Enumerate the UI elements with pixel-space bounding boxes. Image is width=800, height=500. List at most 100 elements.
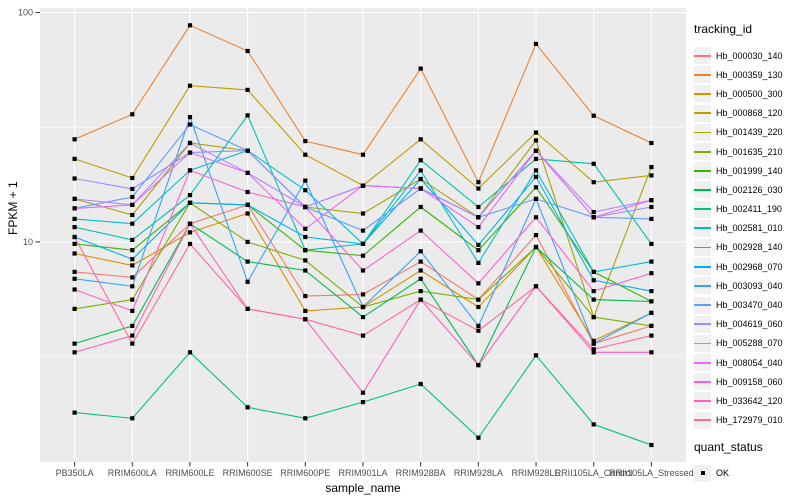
data-point bbox=[476, 323, 481, 328]
legend-item-Hb_000868_120: Hb_000868_120 bbox=[694, 104, 800, 123]
x-tick-label: RRIM600LE bbox=[165, 468, 214, 478]
data-point bbox=[130, 186, 135, 192]
data-point bbox=[72, 410, 77, 415]
data-point bbox=[130, 284, 135, 289]
data-point bbox=[649, 204, 654, 210]
legend-key-line-icon bbox=[694, 47, 711, 65]
legend-item-Hb_000500_300: Hb_000500_300 bbox=[694, 84, 800, 103]
data-point bbox=[187, 168, 193, 173]
data-point bbox=[187, 150, 193, 155]
data-point bbox=[130, 202, 135, 207]
legend-key-line-icon bbox=[694, 354, 711, 372]
data-point bbox=[303, 268, 308, 273]
data-point bbox=[476, 248, 481, 253]
data-point bbox=[130, 194, 135, 200]
legend-key-line-icon bbox=[694, 104, 711, 122]
data-point bbox=[591, 297, 596, 302]
data-point bbox=[245, 48, 250, 54]
data-point bbox=[130, 248, 135, 253]
data-point bbox=[130, 257, 135, 262]
x-tick-label: RRIM928BA bbox=[396, 468, 446, 478]
legend-key-line-icon bbox=[694, 66, 711, 84]
data-point bbox=[72, 287, 77, 292]
data-point bbox=[476, 242, 481, 247]
legend-item-Hb_033642_120: Hb_033642_120 bbox=[694, 391, 800, 410]
quant-ok-key-icon bbox=[694, 464, 711, 482]
data-point bbox=[649, 140, 654, 146]
legend-item-Hb_002581_010: Hb_002581_010 bbox=[694, 219, 800, 238]
data-point bbox=[130, 237, 135, 242]
data-point bbox=[591, 338, 596, 343]
data-point bbox=[591, 289, 596, 294]
data-point bbox=[303, 416, 308, 421]
data-point bbox=[533, 244, 539, 250]
data-point bbox=[130, 341, 135, 346]
data-point bbox=[360, 268, 366, 273]
legend-key-line-icon bbox=[694, 123, 711, 141]
data-point bbox=[72, 306, 77, 311]
x-tick-label: RRII105LA_Control bbox=[555, 468, 633, 478]
legend-item-Hb_001635_210: Hb_001635_210 bbox=[694, 142, 800, 161]
data-point bbox=[418, 289, 423, 294]
legend-item-Hb_002968_070: Hb_002968_070 bbox=[694, 257, 800, 276]
legend-key-line-icon bbox=[694, 296, 711, 314]
legend-tracking-rows: Hb_000030_140 Hb_000359_130 Hb_000500_300 H… bbox=[694, 46, 800, 430]
data-point bbox=[533, 174, 539, 179]
data-point bbox=[303, 317, 308, 322]
legend-item-Hb_003470_040: Hb_003470_040 bbox=[694, 295, 800, 314]
data-point bbox=[72, 276, 77, 281]
data-point bbox=[418, 204, 423, 210]
data-point bbox=[533, 353, 539, 358]
data-point bbox=[360, 152, 366, 157]
x-tick-label: RRIM600PE bbox=[280, 468, 330, 478]
data-point bbox=[360, 211, 366, 216]
data-point bbox=[245, 306, 250, 311]
data-point bbox=[649, 299, 654, 304]
legend-item-Hb_003093_040: Hb_003093_040 bbox=[694, 276, 800, 295]
x-axis-title: sample_name bbox=[325, 481, 401, 495]
legend-item-Hb_004619_060: Hb_004619_060 bbox=[694, 315, 800, 334]
data-point bbox=[187, 200, 193, 205]
data-point bbox=[418, 259, 423, 264]
data-point bbox=[649, 165, 654, 170]
data-point bbox=[187, 23, 193, 28]
data-point bbox=[187, 122, 193, 127]
data-point bbox=[303, 308, 308, 313]
data-point bbox=[476, 204, 481, 210]
legend-item-Hb_002126_030: Hb_002126_030 bbox=[694, 180, 800, 199]
data-point bbox=[72, 206, 77, 211]
data-point bbox=[591, 278, 596, 283]
data-point bbox=[533, 41, 539, 46]
data-point bbox=[187, 221, 193, 226]
legend-item-Hb_000359_130: Hb_000359_130 bbox=[694, 65, 800, 84]
data-point bbox=[245, 405, 250, 410]
legend-item-Hb_000030_140: Hb_000030_140 bbox=[694, 46, 800, 65]
data-point bbox=[476, 297, 481, 302]
data-point bbox=[418, 66, 423, 71]
data-point bbox=[245, 259, 250, 264]
legend-item-label: Hb_002928_140 bbox=[716, 242, 783, 253]
data-point bbox=[418, 297, 423, 302]
data-point bbox=[303, 226, 308, 231]
data-point bbox=[418, 176, 423, 182]
legend-key-line-icon bbox=[694, 373, 711, 391]
data-point bbox=[591, 180, 596, 185]
data-point bbox=[649, 241, 654, 246]
data-point bbox=[476, 435, 481, 440]
data-point bbox=[649, 442, 654, 448]
legend-item-label: Hb_000500_300 bbox=[716, 88, 783, 99]
x-tick-label: RRII105LA_Stressed bbox=[609, 468, 694, 478]
data-point bbox=[130, 323, 135, 328]
data-point bbox=[418, 158, 423, 163]
data-point bbox=[303, 178, 308, 183]
legend-item-Hb_009158_060: Hb_009158_060 bbox=[694, 372, 800, 391]
data-point bbox=[649, 350, 654, 355]
data-point bbox=[360, 333, 366, 338]
data-point bbox=[72, 216, 77, 221]
data-point bbox=[130, 175, 135, 181]
data-point bbox=[476, 180, 481, 185]
legend-item-Hb_008054_040: Hb_008054_040 bbox=[694, 353, 800, 372]
x-tick-label: RRIM928LE bbox=[512, 468, 561, 478]
legend-item-Hb_002928_140: Hb_002928_140 bbox=[694, 238, 800, 257]
legend-key-line-icon bbox=[694, 219, 711, 237]
